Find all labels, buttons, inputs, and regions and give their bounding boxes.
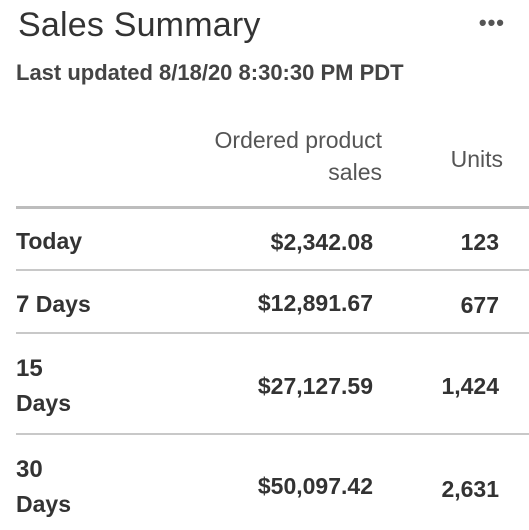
row-divider xyxy=(16,332,529,334)
widget-title: Sales Summary xyxy=(18,6,261,44)
row-label-today-text: Today xyxy=(16,228,83,254)
last-updated-text: Last updated 8/18/20 8:30:30 PM PDT xyxy=(16,60,404,85)
row-divider xyxy=(16,433,529,435)
row-label-today: Today xyxy=(16,224,82,258)
row-label-30-days: 30 Days xyxy=(16,453,71,521)
row-today-units: 123 xyxy=(460,229,499,255)
row-7-days-units: 677 xyxy=(460,292,499,318)
row-label-15-days-number: 15 xyxy=(16,355,43,382)
row-today-sales: $2,342.08 xyxy=(270,229,373,255)
row-label-30-days-unit: Days xyxy=(16,491,71,517)
row-label-15-days-unit: Days xyxy=(16,390,71,416)
row-divider xyxy=(16,269,529,271)
column-header-ordered-sales-line2: sales xyxy=(328,159,382,185)
row-label-7-days: 7 Days xyxy=(16,287,91,322)
row-label-7-days-number: 7 xyxy=(16,291,30,318)
column-header-ordered-sales-line1: Ordered product xyxy=(214,127,382,153)
header-divider xyxy=(16,206,529,209)
row-label-15-days: 15 Days xyxy=(16,352,71,420)
row-7-days-sales: $12,891.67 xyxy=(257,290,373,316)
row-30-days-units: 2,631 xyxy=(441,476,499,502)
row-label-7-days-unit: Days xyxy=(35,291,91,317)
row-label-30-days-number: 30 xyxy=(16,456,43,483)
row-15-days-units: 1,424 xyxy=(441,373,499,399)
column-header-units: Units xyxy=(450,146,503,172)
row-30-days-sales: $50,097.42 xyxy=(257,473,373,499)
row-15-days-sales: $27,127.59 xyxy=(257,373,373,399)
more-options-icon[interactable]: ••• xyxy=(478,10,505,35)
column-header-ordered-sales: Ordered product sales xyxy=(162,124,382,188)
